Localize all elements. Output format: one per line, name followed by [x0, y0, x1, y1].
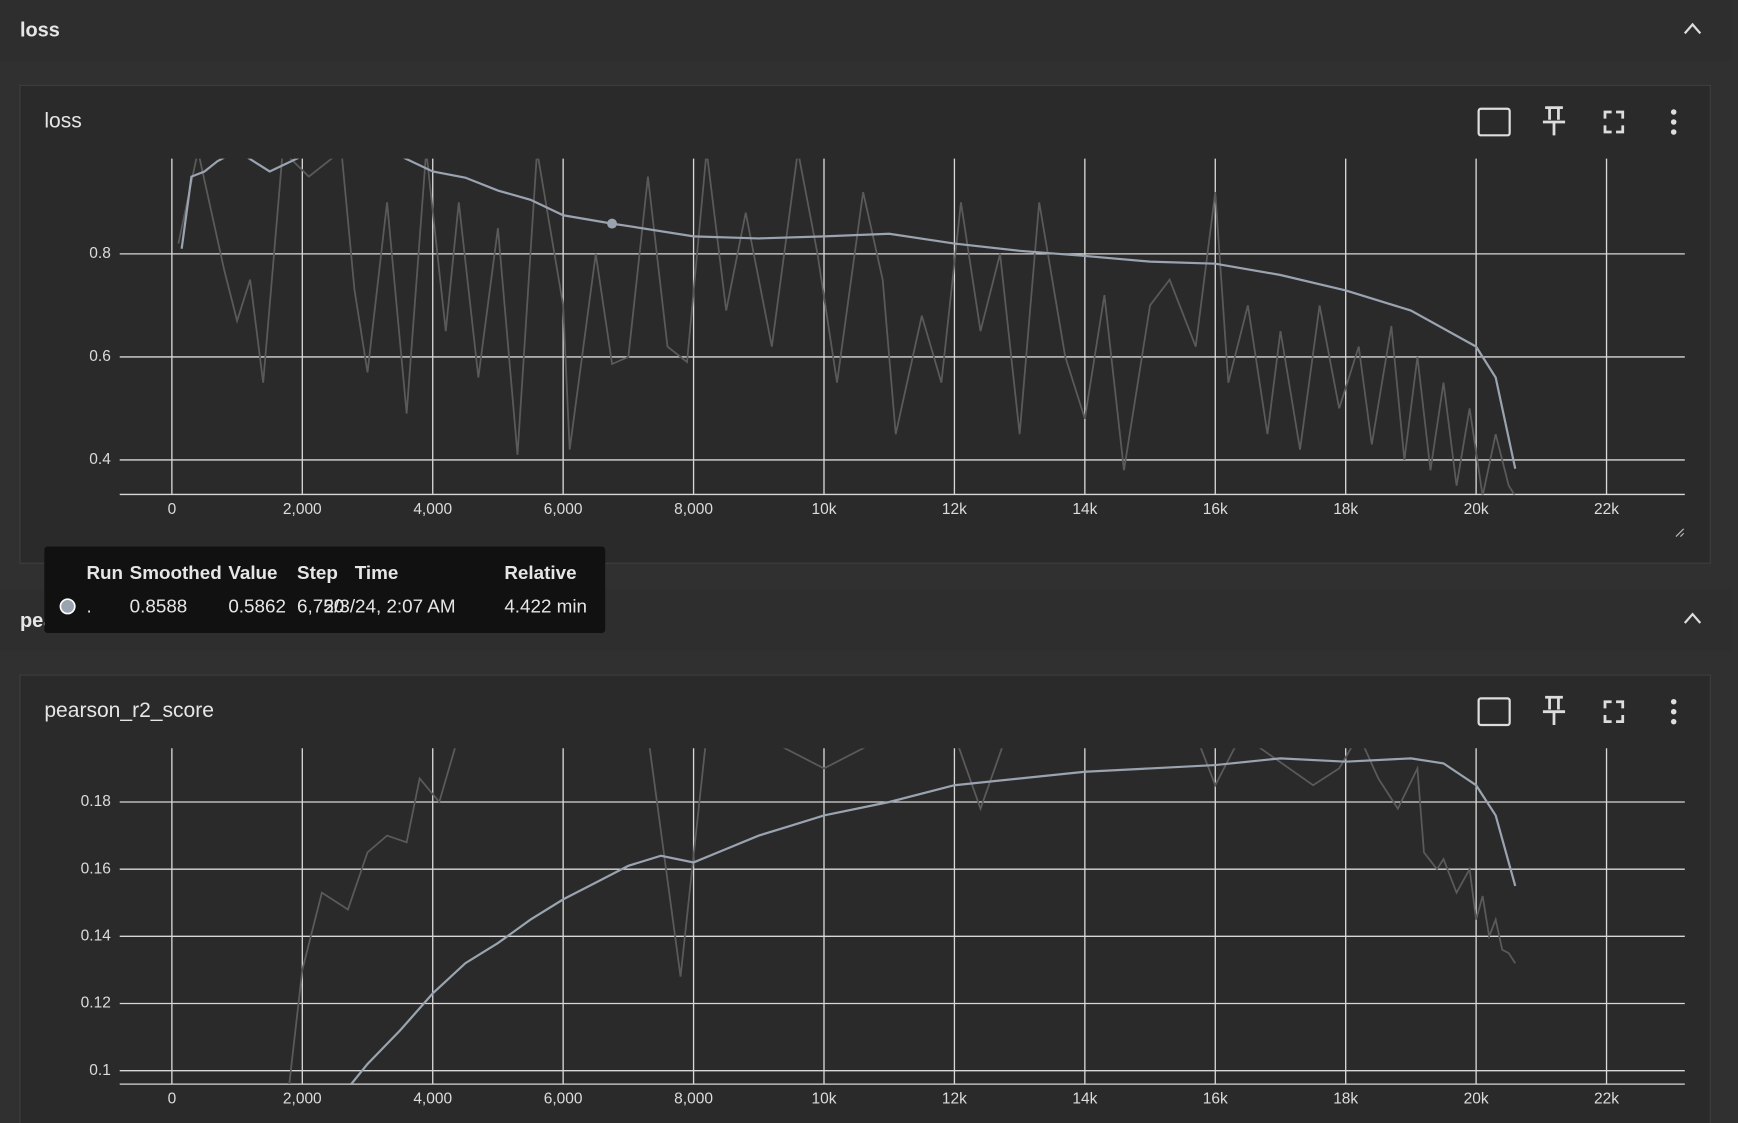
x-tick-label: 2,000: [283, 501, 322, 518]
y-tick-label: 0.4: [89, 451, 111, 468]
tooltip-cell: 6,750: [297, 595, 344, 616]
x-tick-label: 18k: [1333, 1091, 1358, 1108]
x-tick-label: 0: [168, 1091, 177, 1108]
tooltip-header: Step: [297, 562, 338, 583]
series-line: [180, 158, 1517, 469]
x-tick-label: 10k: [811, 501, 836, 518]
x-tick-label: 16k: [1203, 1091, 1228, 1108]
series-line: [288, 748, 1516, 1085]
more-button[interactable]: [1670, 109, 1677, 135]
tooltip-cell: 4.422 min: [504, 595, 587, 616]
tooltip-header: Run: [86, 562, 123, 583]
toolbar: [1477, 106, 1677, 137]
tooltip-header: Relative: [504, 562, 576, 583]
tooltip-cell: 0.8588: [130, 595, 188, 616]
x-tick-label: 8,000: [674, 501, 713, 518]
tooltip-cell: .: [86, 595, 91, 616]
pin-button[interactable]: [1542, 106, 1566, 136]
y-tick-label: 0.6: [89, 348, 111, 365]
charts: 0 2,000 4,000 6,000 8,000 10k 12k 14k 16k 18k 20k 2…: [81, 158, 1685, 1108]
y-tick-label: 0.16: [81, 860, 111, 877]
x-tick-label: 22k: [1594, 1091, 1619, 1108]
x-tick-label: 14k: [1072, 501, 1097, 518]
fullscreen-button[interactable]: [1603, 700, 1625, 724]
x-tick-label: 12k: [942, 1091, 967, 1108]
x-tick-label: 2,000: [283, 1091, 322, 1108]
toolbar: [1477, 695, 1677, 727]
tooltip-cell: 0.5862: [228, 595, 286, 616]
run-swatch: [59, 598, 76, 615]
series-line: [177, 158, 1516, 495]
section-title: loss: [20, 19, 60, 41]
x-tick-label: 16k: [1203, 501, 1228, 518]
section-header[interactable]: [0, 0, 1733, 62]
card-title: loss: [44, 110, 81, 133]
x-tick-label: 20k: [1464, 501, 1489, 518]
x-tick-label: 4,000: [413, 1091, 452, 1108]
x-tick-label: 10k: [811, 1091, 836, 1108]
chart: 0 2,000 4,000 6,000 8,000 10k 12k 14k 16k 18k 20k 2…: [81, 748, 1685, 1108]
x-tick-label: 8,000: [674, 1091, 713, 1108]
card: [19, 674, 1711, 1123]
fit-domain-button[interactable]: [1477, 107, 1511, 137]
y-tick-label: 0.12: [81, 995, 111, 1012]
y-tick-label: 0.14: [81, 927, 112, 944]
more-button[interactable]: [1670, 698, 1677, 725]
resize-handle[interactable]: [1675, 528, 1685, 537]
y-tick-label: 0.8: [89, 245, 111, 262]
x-tick-label: 6,000: [544, 1091, 583, 1108]
fit-domain-button[interactable]: [1477, 697, 1511, 727]
chart: 0 2,000 4,000 6,000 8,000 10k 12k 14k 16k 18k 20k 2…: [89, 158, 1685, 518]
x-tick-label: 18k: [1333, 501, 1358, 518]
y-tick-label: 0.1: [89, 1062, 111, 1079]
hover-point: [607, 218, 618, 229]
y-tick-label: 0.18: [81, 793, 111, 810]
tooltip-header: Time: [355, 562, 399, 583]
card-title: pearson_r2_score: [44, 699, 214, 722]
x-tick-label: 6,000: [544, 501, 583, 518]
fullscreen-button[interactable]: [1603, 110, 1625, 134]
pin-button[interactable]: [1542, 695, 1566, 725]
x-tick-label: 20k: [1464, 1091, 1489, 1108]
x-tick-label: 12k: [942, 501, 967, 518]
x-tick-label: 14k: [1072, 1091, 1097, 1108]
x-tick-label: 4,000: [413, 501, 452, 518]
collapse-icon[interactable]: [1683, 612, 1702, 624]
tooltip-box: [44, 546, 606, 633]
x-tick-label: 22k: [1594, 501, 1619, 518]
card: [19, 84, 1711, 564]
tooltip-cell: 2/3/24, 2:07 AM: [324, 595, 456, 616]
collapse-icon[interactable]: [1683, 22, 1702, 35]
tooltip-header: Value: [228, 562, 277, 583]
tooltip-header: Smoothed: [130, 562, 222, 583]
x-tick-label: 0: [168, 501, 177, 518]
series-line: [350, 757, 1517, 1085]
tooltip: Run Smoothed Value Step Time Relative. 0.8588 0…: [44, 546, 606, 633]
